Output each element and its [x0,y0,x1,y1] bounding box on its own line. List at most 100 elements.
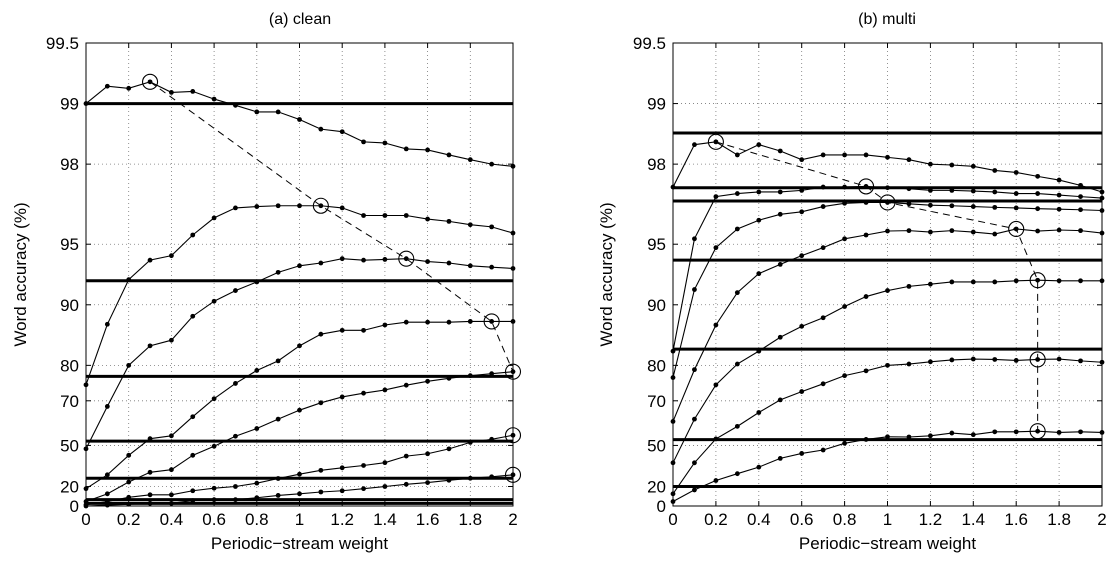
data-point [1078,194,1083,200]
data-point [777,397,783,403]
y-tick-label: 50 [647,436,666,455]
x-tick-label: 1.6 [416,510,440,529]
data-point [1078,182,1083,188]
data-point [147,469,153,475]
optimum-marker [312,197,329,214]
optimum-marker [857,178,875,195]
data-point [692,460,697,466]
data-point [885,154,890,160]
data-point [928,187,933,193]
data-point [756,410,762,415]
optimum-marker [1008,220,1025,238]
data-point [692,367,697,373]
data-point [126,452,132,458]
data-point [467,222,473,228]
data-point [713,382,719,388]
data-point [403,213,409,218]
data-point [799,253,805,259]
data-point [863,232,869,238]
data-point [297,491,302,497]
x-tick-label: 1.4 [961,510,985,529]
data-point [104,491,110,497]
data-point [713,194,719,200]
data-point [126,494,132,500]
data-point [211,298,217,304]
data-point [403,481,409,487]
data-point [777,262,783,267]
x-tick-label: 0.6 [202,510,226,529]
x-tick-label: 0 [668,510,677,529]
data-point [885,288,890,293]
data-point [1013,278,1019,284]
x-tick-label: 0.4 [160,510,184,529]
data-point [254,426,260,431]
data-point [361,213,366,218]
data-point [361,390,366,396]
series-line [672,141,1103,193]
data-point [734,471,740,477]
data-point [756,271,762,277]
data-point [1056,430,1062,435]
y-tick-label: 50 [60,436,79,455]
data-point [382,140,388,146]
data-point [275,269,281,275]
y-tick-label: 20 [647,478,666,497]
data-point [949,203,955,209]
data-point [885,185,890,191]
data-point [339,205,345,211]
data-point [233,484,238,489]
data-point [361,486,366,492]
data-point [489,161,495,167]
data-point [489,371,495,377]
data-point [425,480,430,485]
optimum-marker [1029,423,1046,440]
data-point [169,337,174,343]
data-point [297,343,302,349]
y-tick-label: 0 [657,497,666,516]
data-point [820,315,826,321]
data-point [446,446,452,452]
data-point [297,407,302,413]
data-point [275,476,281,481]
data-point [1013,429,1019,435]
data-point [382,257,388,262]
x-tick-label: 2 [508,510,517,529]
data-point [692,416,697,422]
data-point [190,232,196,238]
data-point [147,500,153,506]
data-point [1078,207,1083,213]
data-point [799,323,805,329]
y-tick-label: 99.5 [633,34,666,53]
data-point [104,321,110,327]
data-point [190,452,196,458]
x-tick-label: 1.2 [919,510,943,529]
data-point [885,362,890,368]
data-point [467,373,473,379]
data-point [992,231,998,237]
data-point [842,236,847,242]
x-tick-label: 1.8 [458,510,482,529]
data-point [297,203,302,209]
y-tick-label: 90 [647,296,666,315]
optimum-marker [1029,272,1046,289]
data-point [928,229,933,235]
series-line [672,430,1103,503]
data-point [254,480,260,486]
data-point [970,204,976,209]
data-point [104,502,110,508]
x-tick-label: 1.6 [1004,510,1028,529]
panel-b: 0 0.2 0.4 0.6 0.8 1 1.2 1.4 1.6 1.8 20205070809095… [597,11,1107,553]
data-point [992,168,998,173]
data-point [1078,278,1083,284]
optimum-marker [879,194,896,211]
data-point [1013,170,1019,175]
data-point [339,327,345,333]
y-tick-label: 95 [647,235,666,254]
data-point [777,148,783,154]
data-point [254,204,260,209]
data-point [906,157,912,163]
data-point [361,257,366,263]
data-point [254,368,260,373]
data-point [382,484,388,489]
data-point [254,109,260,115]
